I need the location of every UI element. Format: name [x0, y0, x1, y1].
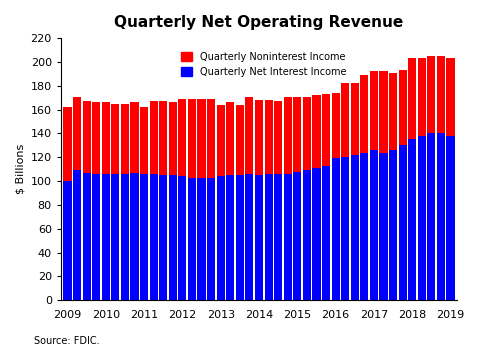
Bar: [169, 175, 177, 300]
Bar: [293, 97, 301, 172]
Bar: [379, 72, 387, 153]
Bar: [398, 70, 407, 146]
Bar: [188, 178, 196, 300]
Bar: [379, 153, 387, 300]
Bar: [255, 175, 263, 300]
Y-axis label: $ Billions: $ Billions: [15, 144, 25, 194]
Bar: [370, 150, 378, 300]
Bar: [207, 178, 215, 300]
Legend: Quarterly Noninterest Income, Quarterly Net Interest Income: Quarterly Noninterest Income, Quarterly …: [177, 48, 350, 81]
Bar: [245, 174, 253, 300]
Bar: [332, 158, 340, 300]
Bar: [446, 136, 455, 300]
Bar: [150, 101, 158, 174]
Bar: [360, 153, 368, 300]
Bar: [389, 150, 397, 300]
Bar: [389, 73, 397, 150]
Bar: [284, 174, 292, 300]
Bar: [226, 103, 234, 175]
Bar: [418, 136, 426, 300]
Bar: [351, 83, 359, 155]
Bar: [121, 104, 129, 174]
Bar: [236, 105, 244, 175]
Bar: [92, 174, 100, 300]
Bar: [236, 175, 244, 300]
Bar: [264, 100, 273, 174]
Bar: [437, 133, 445, 300]
Bar: [322, 94, 330, 166]
Bar: [341, 157, 349, 300]
Bar: [437, 56, 445, 133]
Bar: [83, 173, 91, 300]
Bar: [159, 101, 168, 175]
Bar: [427, 133, 435, 300]
Bar: [63, 181, 72, 300]
Bar: [312, 168, 321, 300]
Text: Source: FDIC.: Source: FDIC.: [34, 335, 99, 346]
Bar: [169, 103, 177, 175]
Bar: [360, 75, 368, 153]
Bar: [111, 104, 120, 174]
Bar: [131, 103, 139, 173]
Bar: [73, 97, 81, 170]
Bar: [102, 174, 110, 300]
Bar: [370, 72, 378, 150]
Bar: [111, 174, 120, 300]
Bar: [140, 107, 148, 174]
Bar: [284, 97, 292, 174]
Bar: [418, 58, 426, 136]
Bar: [274, 174, 282, 300]
Bar: [312, 95, 321, 168]
Title: Quarterly Net Operating Revenue: Quarterly Net Operating Revenue: [114, 15, 404, 30]
Bar: [226, 175, 234, 300]
Bar: [322, 166, 330, 300]
Bar: [255, 100, 263, 175]
Bar: [121, 174, 129, 300]
Bar: [102, 103, 110, 174]
Bar: [92, 103, 100, 174]
Bar: [150, 174, 158, 300]
Bar: [446, 58, 455, 136]
Bar: [188, 99, 196, 178]
Bar: [83, 101, 91, 173]
Bar: [216, 105, 225, 176]
Bar: [341, 83, 349, 157]
Bar: [197, 178, 205, 300]
Bar: [63, 107, 72, 181]
Bar: [332, 93, 340, 158]
Bar: [179, 176, 187, 300]
Bar: [73, 170, 81, 300]
Bar: [207, 99, 215, 178]
Bar: [131, 173, 139, 300]
Bar: [293, 172, 301, 300]
Bar: [398, 146, 407, 300]
Bar: [351, 155, 359, 300]
Bar: [303, 170, 311, 300]
Bar: [216, 176, 225, 300]
Bar: [408, 58, 416, 139]
Bar: [159, 175, 168, 300]
Bar: [427, 56, 435, 133]
Bar: [303, 97, 311, 170]
Bar: [264, 174, 273, 300]
Bar: [245, 97, 253, 174]
Bar: [408, 139, 416, 300]
Bar: [179, 99, 187, 176]
Bar: [274, 101, 282, 174]
Bar: [197, 99, 205, 178]
Bar: [140, 174, 148, 300]
